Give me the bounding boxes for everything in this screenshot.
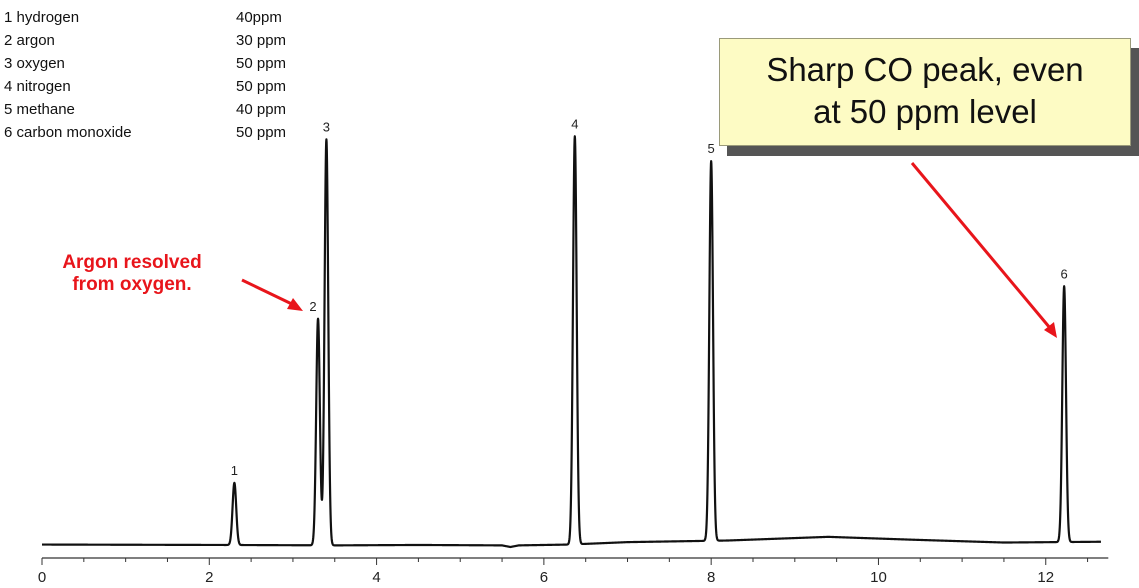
callout-line-2: at 50 ppm level xyxy=(813,93,1037,130)
legend-concentration: 40ppm xyxy=(236,9,282,26)
co-arrow xyxy=(910,162,1052,329)
co-arrowhead xyxy=(1044,322,1057,338)
argon-arrowhead xyxy=(287,298,303,311)
legend-row: 6 carbon monoxide 50 ppm xyxy=(4,121,314,144)
x-tick-label: 2 xyxy=(205,569,213,586)
x-tick-label: 10 xyxy=(870,569,887,586)
argon-annotation: Argon resolved from oxygen. xyxy=(14,252,250,296)
legend-row: 5 methane 40 ppm xyxy=(4,98,314,121)
legend-concentration: 30 ppm xyxy=(236,32,287,49)
callout-line-1: Sharp CO peak, even xyxy=(766,51,1084,88)
legend-concentration: 50 ppm xyxy=(236,55,287,72)
x-tick-label: 8 xyxy=(707,569,715,586)
legend-row: 3 oxygen 50 ppm xyxy=(4,52,314,75)
peak-label: 6 xyxy=(1061,266,1068,281)
legend-name: 4 nitrogen xyxy=(4,78,71,95)
x-axis: 0 2 4 6 8 10 12 xyxy=(38,557,1109,586)
peak-label: 2 xyxy=(309,299,316,314)
annotation-line-1: Argon resolved xyxy=(62,252,202,273)
legend-concentration: 50 ppm xyxy=(236,124,287,141)
legend-row: 4 nitrogen 50 ppm xyxy=(4,75,314,98)
peak-labels: 1 2 3 4 5 6 xyxy=(231,116,1068,478)
legend-row: 2 argon 30 ppm xyxy=(4,29,314,52)
peak-label: 3 xyxy=(323,119,330,134)
legend-concentration: 40 ppm xyxy=(236,101,287,118)
annotation-line-2: from oxygen. xyxy=(72,274,192,295)
chromatogram-trace xyxy=(41,135,1102,549)
peak-label: 5 xyxy=(708,141,715,156)
legend-name: 5 methane xyxy=(4,101,75,118)
x-tick-label: 6 xyxy=(540,569,548,586)
x-tick-label: 0 xyxy=(38,569,46,586)
legend-name: 6 carbon monoxide xyxy=(4,124,132,141)
argon-arrow xyxy=(241,278,297,308)
x-tick-label: 4 xyxy=(372,569,380,586)
peak-legend: 1 hydrogen 40ppm 2 argon 30 ppm 3 oxygen… xyxy=(4,6,314,144)
legend-name: 2 argon xyxy=(4,32,55,49)
legend-concentration: 50 ppm xyxy=(236,78,287,95)
legend-row: 1 hydrogen 40ppm xyxy=(4,6,314,29)
peak-label: 1 xyxy=(231,463,238,478)
x-tick-label: 12 xyxy=(1037,569,1054,586)
co-peak-callout: Sharp CO peak, even at 50 ppm level xyxy=(719,38,1131,146)
legend-name: 3 oxygen xyxy=(4,55,65,72)
peak-label: 4 xyxy=(571,116,578,131)
legend-name: 1 hydrogen xyxy=(4,9,80,26)
